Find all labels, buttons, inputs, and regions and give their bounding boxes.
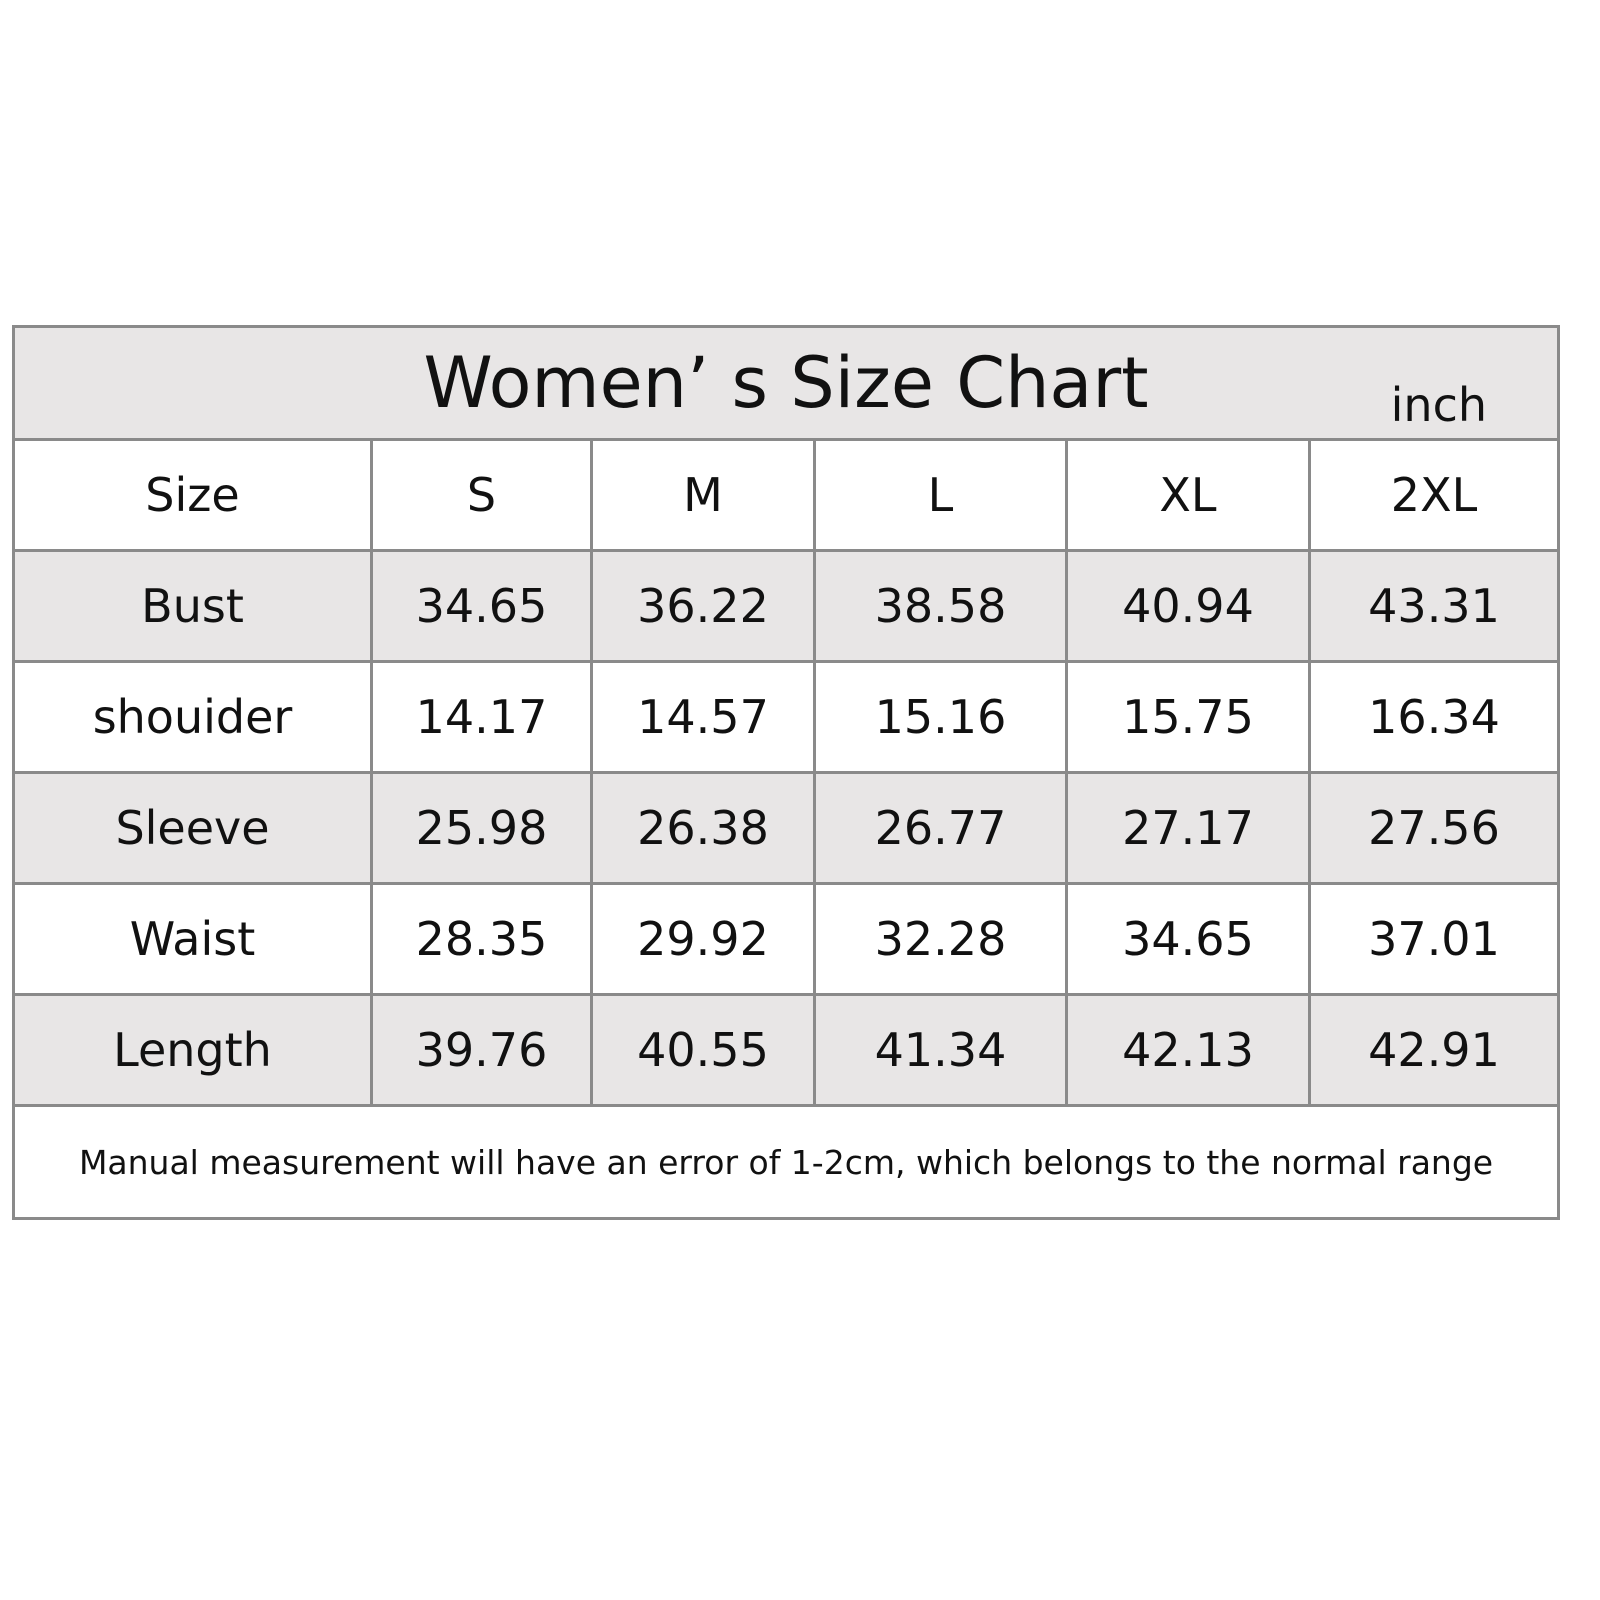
cell: 36.22 xyxy=(590,549,816,663)
size-table: Women’ s Size Chart inch Size S M L XL 2XL Bus… xyxy=(11,325,1561,1220)
row-label: Sleeve xyxy=(12,771,373,885)
header-row: Size S M L XL 2XL xyxy=(12,438,1561,552)
header-cell: XL xyxy=(1065,438,1311,552)
header-cell: S xyxy=(370,438,593,552)
cell: 37.01 xyxy=(1307,882,1561,996)
note-row: Manual measurement will have an error of… xyxy=(11,1104,1561,1220)
cell: 14.57 xyxy=(590,660,816,774)
data-row: Sleeve 25.98 26.38 26.77 27.17 27.56 xyxy=(12,771,1561,885)
cell: 15.16 xyxy=(813,660,1068,774)
cell: 40.55 xyxy=(590,993,816,1107)
cell: 26.38 xyxy=(590,771,816,885)
cell: 38.58 xyxy=(813,549,1068,663)
data-row: Bust 34.65 36.22 38.58 40.94 43.31 xyxy=(12,549,1561,663)
cell: 29.92 xyxy=(590,882,816,996)
data-row: Length 39.76 40.55 41.34 42.13 42.91 xyxy=(12,993,1561,1107)
cell: 27.17 xyxy=(1065,771,1311,885)
unit: inch xyxy=(1390,378,1488,432)
cell: 14.17 xyxy=(370,660,593,774)
cell: 43.31 xyxy=(1307,549,1561,663)
cell: 42.13 xyxy=(1065,993,1311,1107)
cell: 28.35 xyxy=(370,882,593,996)
header-cell: L xyxy=(813,438,1068,552)
cell: 34.65 xyxy=(1065,882,1311,996)
title-cell: Women’ s Size Chart inch xyxy=(11,325,1561,441)
data-row: shouider 14.17 14.57 15.16 15.75 16.34 xyxy=(12,660,1561,774)
title-row: Women’ s Size Chart inch xyxy=(11,325,1561,441)
header-cell: Size xyxy=(12,438,373,552)
header-cell: M xyxy=(590,438,816,552)
cell: 34.65 xyxy=(370,549,593,663)
title: Women’ s Size Chart xyxy=(423,342,1149,424)
cell: 16.34 xyxy=(1307,660,1561,774)
note: Manual measurement will have an error of… xyxy=(11,1104,1561,1220)
cell: 27.56 xyxy=(1307,771,1561,885)
cell: 32.28 xyxy=(813,882,1068,996)
cell: 40.94 xyxy=(1065,549,1311,663)
row-label: Bust xyxy=(12,549,373,663)
cell: 41.34 xyxy=(813,993,1068,1107)
row-label: Waist xyxy=(12,882,373,996)
row-label: shouider xyxy=(12,660,373,774)
header-cell: 2XL xyxy=(1307,438,1561,552)
cell: 15.75 xyxy=(1065,660,1311,774)
cell: 26.77 xyxy=(813,771,1068,885)
cell: 39.76 xyxy=(370,993,593,1107)
cell: 42.91 xyxy=(1307,993,1561,1107)
cell: 25.98 xyxy=(370,771,593,885)
data-row: Waist 28.35 29.92 32.28 34.65 37.01 xyxy=(12,882,1561,996)
row-label: Length xyxy=(12,993,373,1107)
